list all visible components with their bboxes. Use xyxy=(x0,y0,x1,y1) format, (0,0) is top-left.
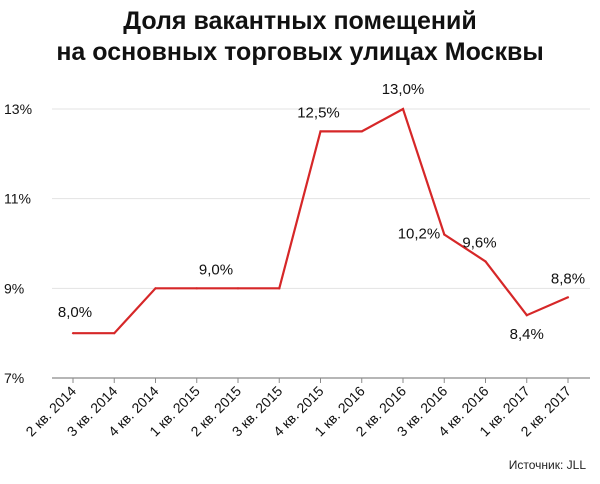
y-tick-label: 7% xyxy=(4,370,24,386)
data-label: 8,8% xyxy=(551,270,585,287)
data-point xyxy=(236,287,240,290)
y-tick-label: 9% xyxy=(4,280,24,296)
data-label: 12,5% xyxy=(297,104,340,121)
data-point xyxy=(278,287,281,290)
data-point xyxy=(154,287,157,290)
series-line xyxy=(73,107,569,335)
data-label: 8,0% xyxy=(58,304,92,321)
source-note: Источник: JLL xyxy=(508,458,586,472)
y-tick-label: 11% xyxy=(4,191,31,207)
data-point xyxy=(360,130,363,133)
data-point xyxy=(319,130,322,133)
y-tick-label: 13% xyxy=(4,101,32,117)
data-label: 13,0% xyxy=(382,81,425,98)
data-point xyxy=(484,260,487,263)
data-point xyxy=(401,107,405,111)
data-point xyxy=(566,296,570,299)
data-label: 10,2% xyxy=(398,226,441,243)
chart-title-line-1: Доля вакантных помещений xyxy=(123,7,477,35)
data-point xyxy=(443,233,446,236)
data-point xyxy=(195,287,198,290)
data-label: 9,0% xyxy=(199,261,233,278)
data-point xyxy=(113,332,116,335)
chart-title: Доля вакантных помещений на основных тор… xyxy=(0,6,600,68)
data-label: 9,6% xyxy=(462,234,496,251)
data-point xyxy=(525,314,528,317)
data-point xyxy=(71,332,75,335)
chart-title-line-2: на основных торговых улицах Москвы xyxy=(56,38,544,66)
data-label: 8,4% xyxy=(510,326,544,343)
